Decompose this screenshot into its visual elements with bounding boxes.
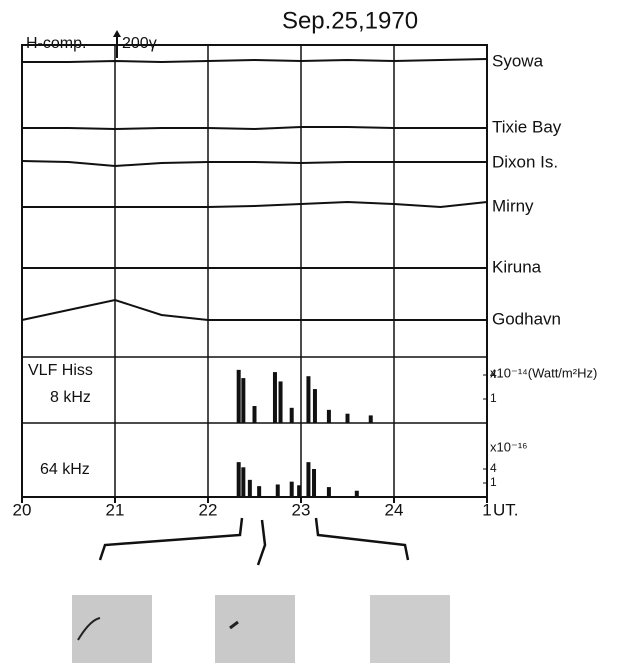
x-tick-label: 23 [292, 500, 311, 519]
chart-title: Sep.25,1970 [282, 7, 418, 34]
vlf-title: VLF Hiss [28, 362, 93, 379]
hiss-bar [312, 389, 317, 423]
station-label: Godhavn [492, 309, 561, 328]
hiss-bar [252, 406, 257, 423]
bracket [256, 519, 267, 566]
station-trace [22, 200, 488, 209]
station-label: Dixon Is. [492, 152, 558, 171]
x-tick-label: 22 [199, 500, 218, 519]
station-trace [22, 126, 487, 131]
spectrogram [72, 595, 152, 668]
hiss-bar [247, 479, 252, 497]
scale-label: 200γ [122, 35, 157, 52]
panel-unit: x10⁻¹⁴(Watt/m²Hz) [490, 365, 597, 380]
hiss-bar [368, 415, 373, 423]
hiss-bar [272, 372, 277, 423]
spectrogram [370, 595, 450, 668]
hiss-bar [297, 485, 302, 497]
panel-label: 64 kHz [40, 461, 90, 478]
x-tick-label: 1 [482, 500, 491, 519]
brackets [98, 517, 410, 566]
x-axis-label: UT. [493, 500, 519, 519]
whistler [77, 617, 101, 641]
station-label: Syowa [492, 51, 544, 70]
spectrograms [72, 595, 450, 668]
station-trace [21, 298, 487, 321]
station-label: Mirny [492, 196, 534, 215]
spectrogram [215, 595, 295, 668]
x-tick-label: 24 [385, 500, 404, 519]
x-tick-label: 21 [106, 500, 125, 519]
hiss-bar [306, 462, 311, 497]
station-trace [22, 58, 488, 64]
hiss-bar [236, 369, 241, 423]
station-trace [21, 160, 487, 168]
scale-name: H-comp. [26, 35, 86, 52]
hiss-bar [326, 409, 331, 423]
hiss-bar [241, 378, 246, 423]
scale-arrow [113, 30, 121, 37]
hiss-bar [275, 484, 280, 497]
frame [21, 44, 488, 498]
hiss-bar [236, 462, 241, 497]
hiss-bar [345, 413, 350, 423]
panel-label: 8 kHz [50, 389, 91, 406]
hiss-bar [289, 407, 294, 423]
hiss-bar [312, 469, 317, 497]
panel-unit: x10⁻¹⁶ [490, 439, 528, 454]
y-tick-label: 1 [490, 475, 497, 489]
whistler [229, 620, 239, 630]
hiss-bar [289, 481, 294, 497]
hiss-bar [278, 381, 283, 423]
hiss-bar [354, 490, 359, 497]
bracket [314, 517, 410, 561]
x-tick-label: 20 [13, 500, 32, 519]
y-tick-label: 1 [490, 391, 497, 405]
bracket [98, 517, 244, 561]
y-tick-label: 4 [490, 461, 497, 475]
hiss-bar [306, 376, 311, 423]
hiss-bar [257, 486, 262, 497]
hiss-bar [241, 467, 246, 497]
hiss-bar [326, 487, 331, 497]
y-tick-label: 4 [490, 367, 497, 381]
station-label: Tixie Bay [492, 117, 562, 136]
station-label: Kiruna [492, 257, 542, 276]
